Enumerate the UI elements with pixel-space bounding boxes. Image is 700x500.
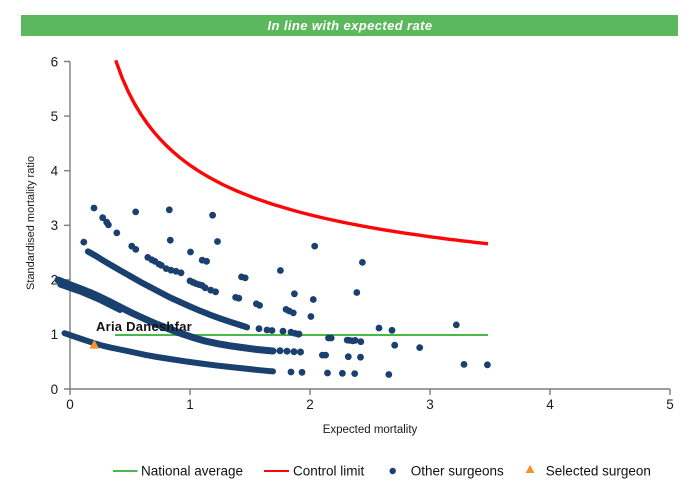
svg-text:3: 3	[51, 218, 59, 233]
svg-text:3: 3	[426, 397, 434, 412]
svg-text:5: 5	[51, 109, 59, 124]
svg-text:2: 2	[51, 273, 59, 288]
svg-text:Standardised mortality ratio: Standardised mortality ratio	[25, 156, 37, 290]
svg-text:1: 1	[186, 397, 194, 412]
svg-text:4: 4	[51, 164, 59, 179]
svg-text:Aria Daneshfar: Aria Daneshfar	[96, 319, 192, 334]
svg-text:6: 6	[51, 54, 59, 69]
svg-text:Control limit: Control limit	[293, 464, 365, 479]
svg-text:0: 0	[51, 382, 59, 397]
svg-text:0: 0	[66, 397, 74, 412]
svg-text:National average: National average	[141, 464, 243, 479]
svg-text:2: 2	[306, 397, 314, 412]
svg-text:5: 5	[666, 397, 674, 412]
svg-text:1: 1	[51, 327, 59, 342]
svg-text:Other surgeons: Other surgeons	[411, 464, 504, 479]
svg-text:Expected mortality: Expected mortality	[323, 424, 418, 436]
svg-text:4: 4	[546, 397, 554, 412]
svg-text:In line with expected rate: In line with expected rate	[268, 18, 433, 33]
svg-text:Selected surgeon: Selected surgeon	[546, 464, 651, 479]
